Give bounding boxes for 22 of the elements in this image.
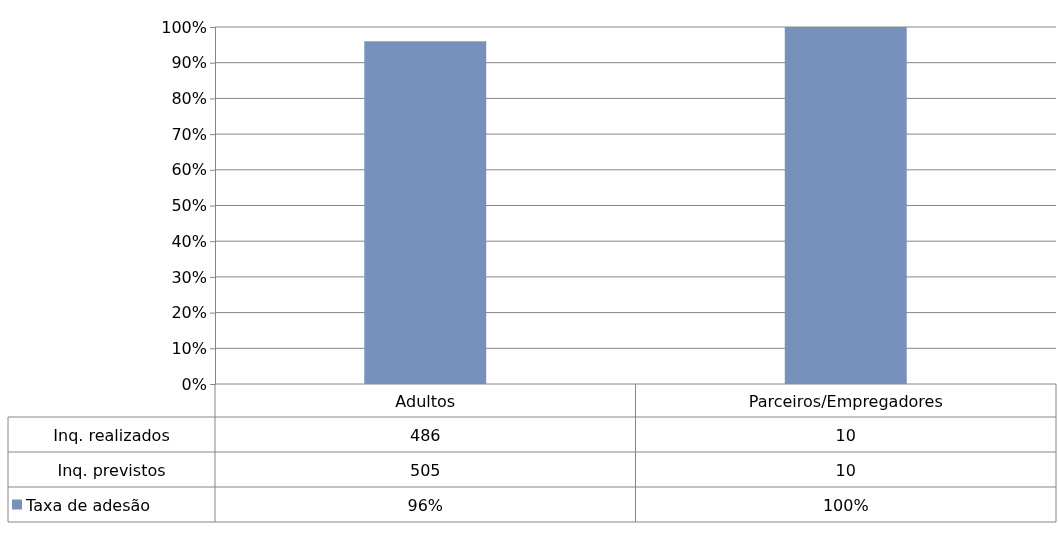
- y-tick-label: 10%: [171, 338, 207, 358]
- text: 486: [409, 425, 441, 445]
- text: Inq. realizados: [53, 425, 170, 445]
- y-tick-label: 30%: [171, 267, 207, 287]
- y-tick-label: 80%: [171, 89, 207, 109]
- text: Inq. previstos: [57, 460, 166, 480]
- data-label: 96%: [407, 495, 444, 515]
- text: 10: [835, 460, 856, 480]
- data-label: 100%: [822, 495, 869, 515]
- y-tick-label: 50%: [171, 196, 207, 216]
- y-tick-label: 60%: [171, 160, 207, 180]
- y-tick-label: 70%: [171, 124, 207, 144]
- x-tick-label: Parceiros/Empregadores: [748, 391, 943, 411]
- legend-label: Taxa de adesão: [25, 495, 151, 515]
- y-tick-label: 40%: [171, 231, 207, 251]
- y-tick-label: 90%: [171, 53, 207, 73]
- text: 10: [835, 425, 856, 445]
- x-tick-label: Adultos: [395, 391, 456, 411]
- y-tick-label: 100%: [161, 17, 207, 37]
- y-tick-label: 20%: [171, 303, 207, 323]
- text: 505: [409, 460, 441, 480]
- y-tick-label: 0%: [181, 374, 207, 394]
